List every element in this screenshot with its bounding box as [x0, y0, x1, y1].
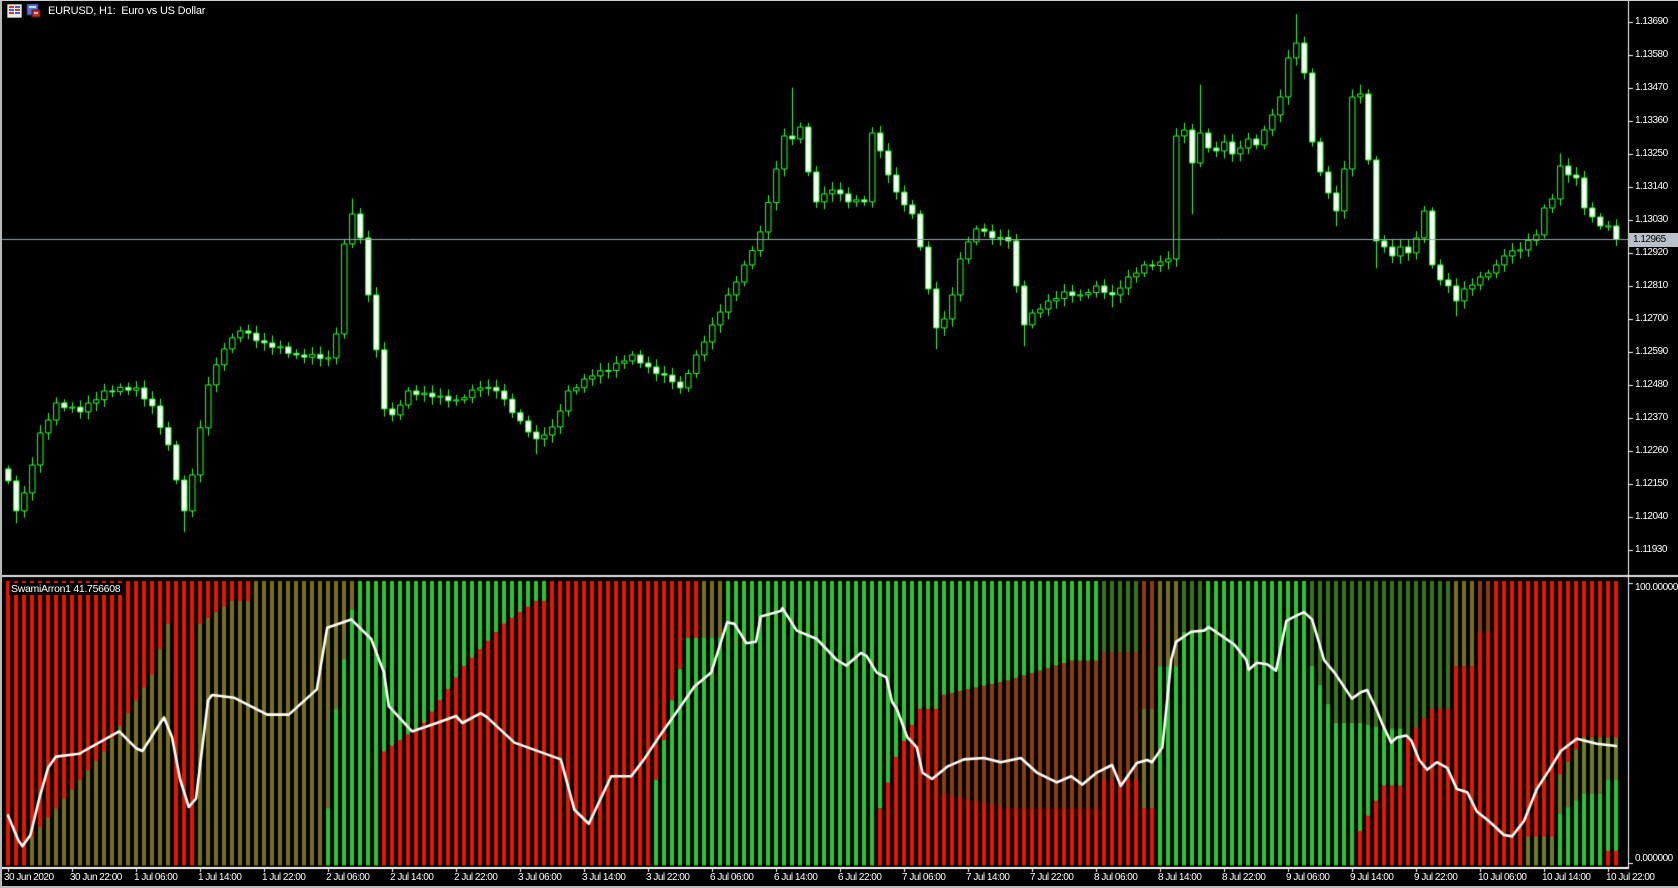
price-axis-label: 1.12480 [1635, 378, 1668, 390]
price-axis-label: 1.12700 [1635, 312, 1668, 324]
time-axis-label: 8 Jul 14:00 [1158, 872, 1202, 883]
time-axis-label: 10 Jul 06:00 [1478, 872, 1527, 883]
price-axis-label: 1.13360 [1635, 114, 1668, 126]
price-axis-label: 1.12150 [1635, 477, 1668, 489]
indicator-name: SwamiArron1 [11, 583, 71, 595]
price-axis-label: 1.13470 [1635, 81, 1668, 93]
time-axis-label: 6 Jul 22:00 [838, 872, 882, 883]
time-axis-label: 7 Jul 22:00 [1030, 872, 1074, 883]
time-axis-label: 6 Jul 06:00 [710, 872, 754, 883]
price-axis-label: 1.12590 [1635, 345, 1668, 357]
price-axis-label: 1.13140 [1635, 180, 1668, 192]
chart-window-icon [26, 3, 41, 18]
time-axis-label: 2 Jul 14:00 [390, 872, 434, 883]
symbol-list-icon [6, 3, 23, 19]
price-axis-label: 1.13690 [1635, 15, 1668, 27]
chart-title-overlay: EURUSD, H1: Euro vs US Dollar [6, 3, 206, 19]
indicator-axis-max-label: 100.000000 [1635, 582, 1678, 593]
time-axis-label: 30 Jun 2020 [4, 872, 54, 883]
price-axis-label: 1.13250 [1635, 147, 1668, 159]
time-axis-label: 9 Jul 06:00 [1286, 872, 1330, 883]
indicator-value: 41.756608 [73, 583, 121, 595]
time-axis-label: 9 Jul 22:00 [1414, 872, 1458, 883]
time-axis-label: 6 Jul 14:00 [774, 872, 818, 883]
time-axis-label: 2 Jul 06:00 [326, 872, 370, 883]
time-axis-label: 7 Jul 14:00 [966, 872, 1010, 883]
price-axis-label: 1.12810 [1635, 279, 1668, 291]
time-axis-label: 8 Jul 22:00 [1222, 872, 1266, 883]
price-axis-label: 1.11930 [1635, 543, 1667, 555]
time-axis-label: 3 Jul 14:00 [582, 872, 626, 883]
time-axis-label: 10 Jul 14:00 [1542, 872, 1591, 883]
current-price-badge: 1.12965 [1629, 232, 1678, 247]
price-axis[interactable] [1629, 1, 1678, 867]
time-axis-label: 7 Jul 06:00 [902, 872, 946, 883]
indicator-axis-min-label: 0.000000 [1635, 853, 1673, 864]
time-axis-label: 1 Jul 14:00 [198, 872, 242, 883]
time-axis-label: 1 Jul 06:00 [134, 872, 178, 883]
time-axis-label: 10 Jul 22:00 [1606, 872, 1655, 883]
price-axis-label: 1.12920 [1635, 246, 1668, 258]
time-axis-label: 30 Jun 22:00 [70, 872, 122, 883]
price-axis-label: 1.12040 [1635, 510, 1668, 522]
price-axis-label: 1.12370 [1635, 411, 1668, 423]
time-axis-label: 9 Jul 14:00 [1350, 872, 1394, 883]
time-axis-label: 3 Jul 22:00 [646, 872, 690, 883]
price-axis-label: 1.12260 [1635, 444, 1668, 456]
time-axis-label: 3 Jul 06:00 [518, 872, 562, 883]
indicator-label: SwamiArron1 41.756608 [9, 583, 123, 595]
price-axis-label: 1.13580 [1635, 48, 1668, 60]
price-axis-label: 1.13030 [1635, 213, 1668, 225]
time-axis-label: 1 Jul 22:00 [262, 872, 306, 883]
time-axis-label: 2 Jul 22:00 [454, 872, 498, 883]
chart-title: EURUSD, H1: Euro vs US Dollar [48, 5, 206, 17]
time-axis-label: 8 Jul 06:00 [1094, 872, 1138, 883]
